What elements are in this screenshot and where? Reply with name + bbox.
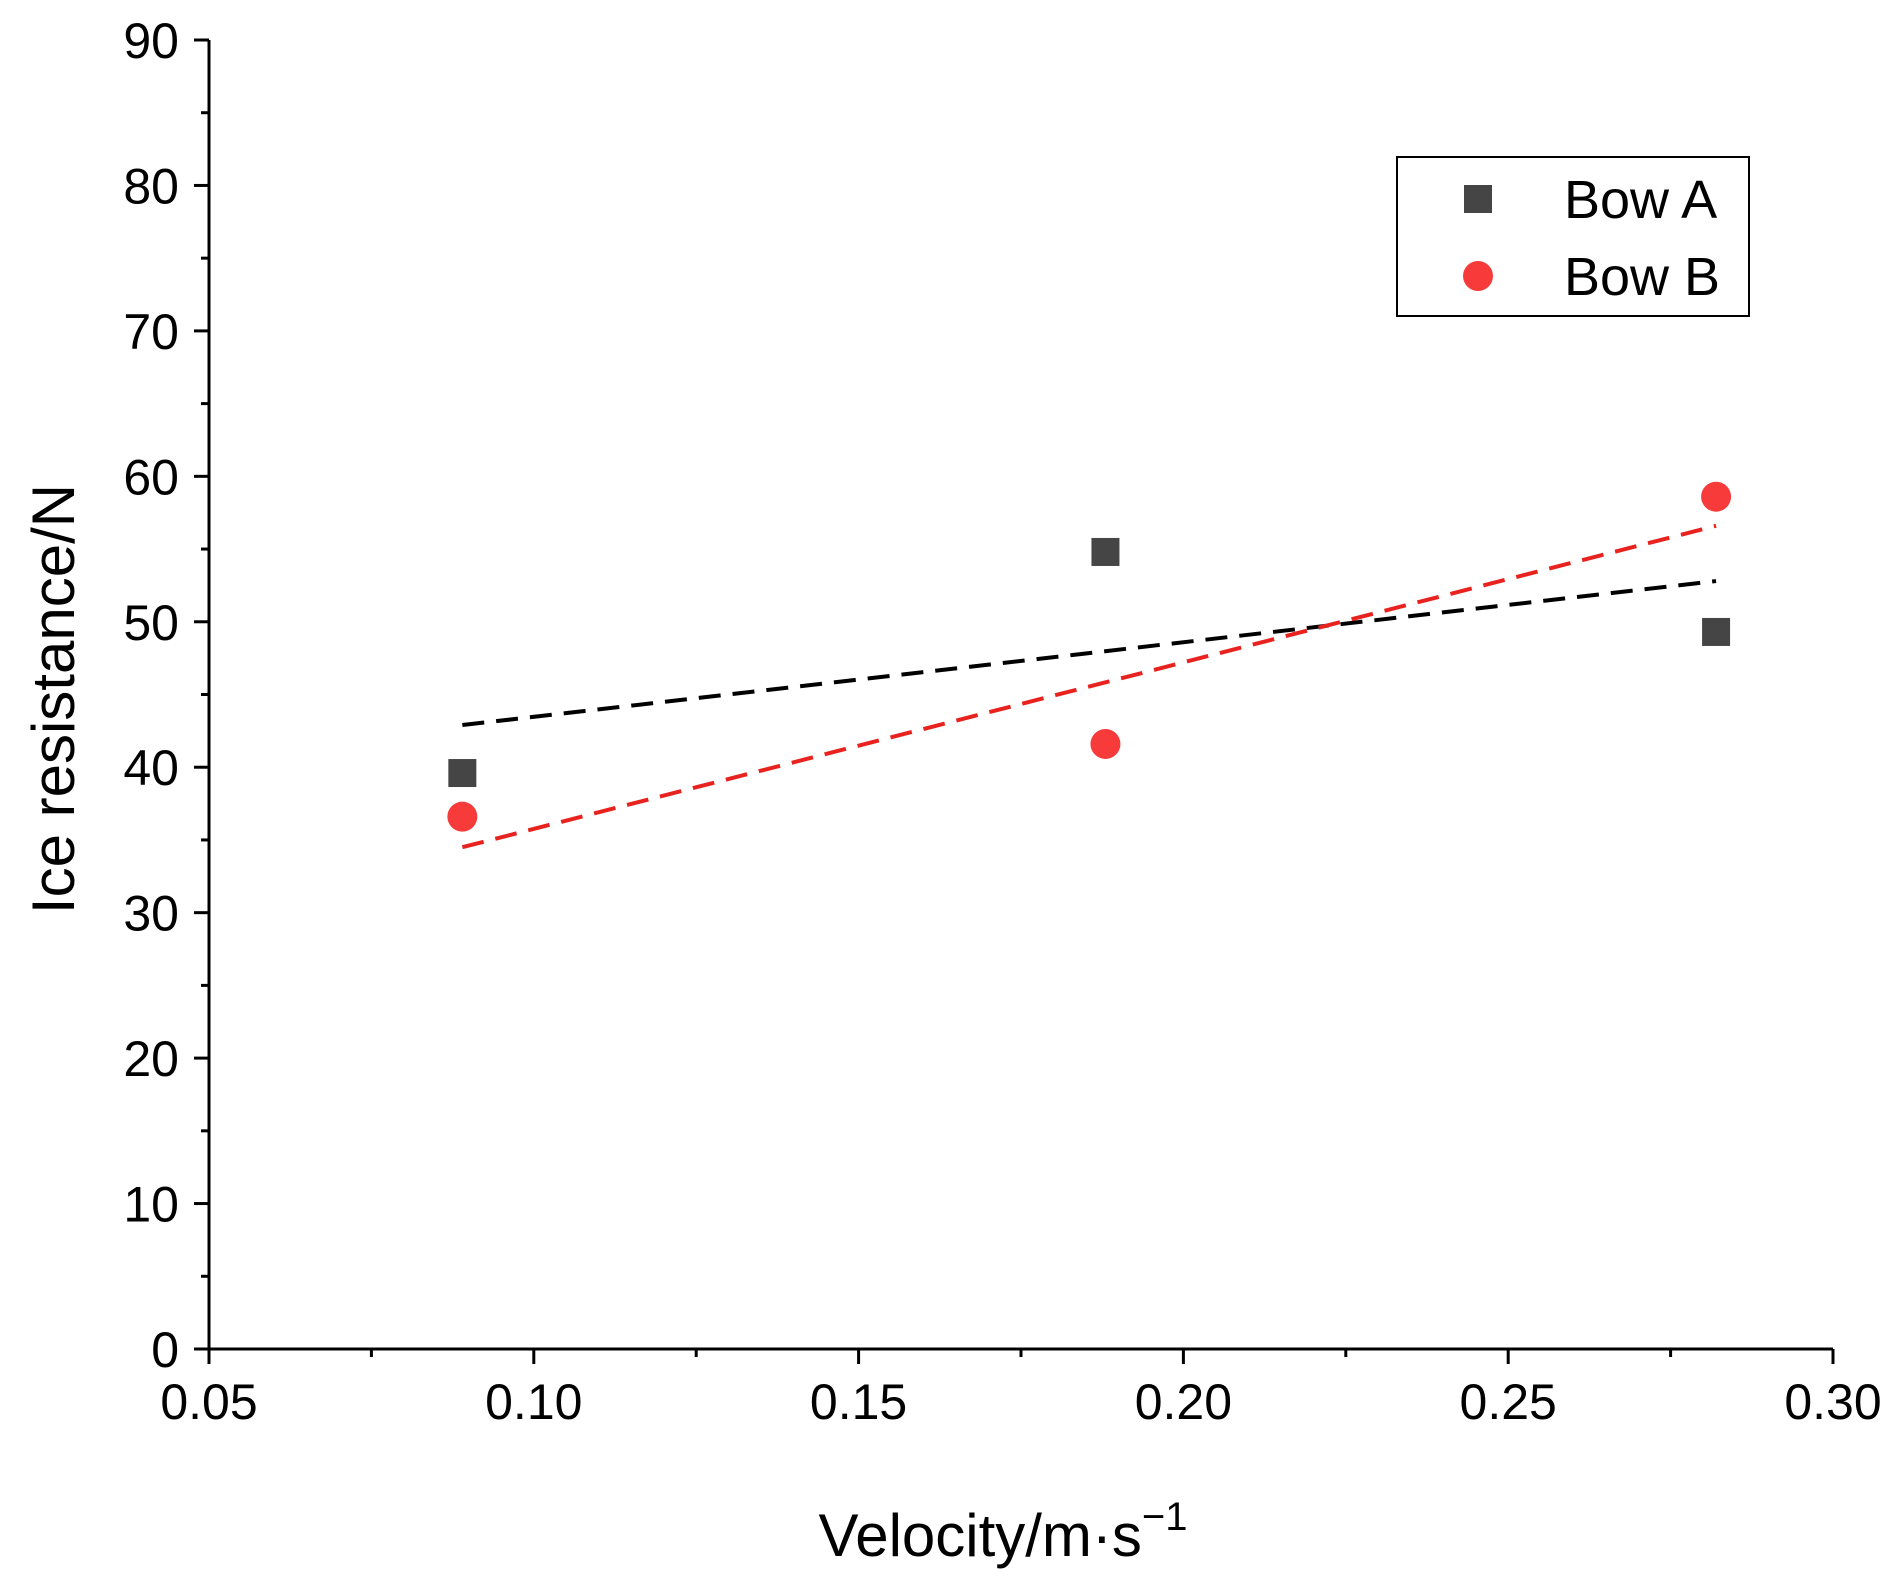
- data-point-bow-a: [1091, 537, 1120, 566]
- x-axis-title-main: Velocity/m·s: [818, 1502, 1141, 1569]
- legend-marker-bow-b: [1463, 261, 1493, 291]
- y-tick-label: 30: [123, 886, 179, 942]
- y-tick-label: 70: [123, 304, 179, 360]
- x-tick-label: 0.15: [810, 1374, 907, 1430]
- data-point-bow-b: [1090, 728, 1121, 759]
- trendline-bow-b: [461, 523, 1717, 850]
- data-point-bow-b: [1701, 481, 1732, 512]
- y-tick-label: 10: [123, 1177, 179, 1233]
- y-tick-label: 40: [123, 740, 179, 796]
- y-tick-label: 90: [123, 13, 179, 69]
- y-tick-label: 80: [123, 158, 179, 214]
- legend-marker-bow-a: [1464, 185, 1492, 213]
- legend-label-bow-b: Bow B: [1564, 247, 1720, 307]
- trendline-bow-a: [462, 579, 1717, 728]
- x-tick-label: 0.25: [1460, 1374, 1557, 1430]
- x-axis-title: Velocity/m·s−1: [818, 1495, 1187, 1569]
- y-tick-label: 20: [123, 1031, 179, 1087]
- x-axis-title-superscript: −1: [1142, 1495, 1188, 1539]
- y-tick-label: 60: [123, 449, 179, 505]
- legend-box: [1396, 156, 1750, 317]
- x-tick-label: 0.05: [160, 1374, 257, 1430]
- x-tick-label: 0.20: [1135, 1374, 1232, 1430]
- y-axis-title: Ice resistance/N: [20, 484, 87, 914]
- x-tick-label: 0.30: [1784, 1374, 1881, 1430]
- y-tick-label: 0: [151, 1322, 179, 1378]
- x-tick-label: 0.10: [485, 1374, 582, 1430]
- legend: Bow A Bow B: [1396, 156, 1750, 317]
- data-point-bow-a: [1702, 617, 1731, 646]
- data-point-bow-a: [448, 759, 477, 788]
- y-tick-label: 50: [123, 595, 179, 651]
- legend-label-bow-a: Bow A: [1564, 170, 1717, 230]
- data-point-bow-b: [447, 801, 478, 832]
